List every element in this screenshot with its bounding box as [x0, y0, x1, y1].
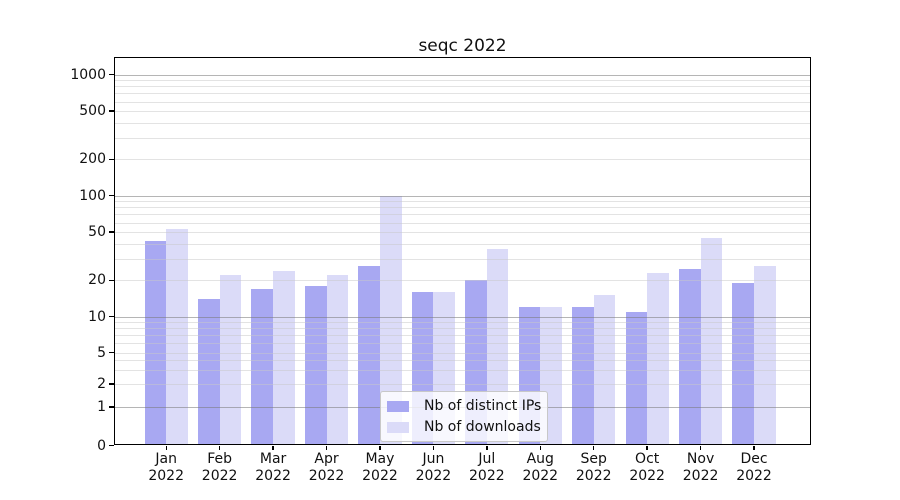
bar-distinct-ips [198, 299, 220, 446]
gridline-minor [115, 258, 810, 260]
legend: Nb of distinct IPs Nb of downloads [380, 391, 548, 442]
gridline-minor [115, 86, 810, 88]
x-axis-tick [539, 445, 541, 450]
gridline-minor [115, 322, 810, 324]
x-axis-tick [432, 445, 435, 450]
bar-distinct-ips [251, 288, 274, 446]
y-axis-tick [109, 316, 114, 318]
x-axis-tick [646, 445, 648, 450]
gridline-minor [115, 207, 810, 209]
y-axis-tick-label: 5 [97, 344, 106, 361]
gridline-minor [115, 111, 810, 113]
gridline-minor [115, 159, 810, 161]
gridline-minor [115, 328, 810, 330]
x-axis-tick-label: Aug 2022 [522, 451, 559, 484]
x-axis-tick-label: Mar 2022 [255, 451, 291, 484]
y-axis-tick-label: 20 [88, 272, 106, 289]
x-axis-tick [699, 445, 702, 450]
chart-title: seqc 2022 [418, 36, 507, 56]
gridline-major [115, 316, 810, 318]
y-axis-tick [109, 231, 114, 233]
y-axis-tick [109, 351, 114, 354]
bar-downloads [273, 270, 295, 446]
y-axis-tick-label: 1000 [70, 66, 106, 83]
bar-distinct-ips [679, 268, 701, 446]
gridline-major [115, 195, 810, 197]
x-axis-tick [593, 445, 595, 450]
legend-swatch-downloads-icon [387, 421, 409, 433]
x-axis-tick-label: Apr 2022 [308, 451, 345, 484]
y-axis-tick-label: 200 [79, 151, 106, 168]
y-axis-tick [109, 279, 114, 281]
gridline-minor [115, 137, 810, 139]
x-axis-tick [325, 445, 328, 450]
x-axis-tick-label: Oct 2022 [629, 451, 665, 484]
x-axis-tick [753, 445, 755, 450]
gridline-minor [115, 352, 810, 354]
gridline-minor [115, 343, 810, 345]
bar-distinct-ips [732, 282, 755, 446]
gridline-minor [115, 80, 810, 82]
y-axis-tick-label: 0 [97, 437, 106, 454]
gridline-minor [115, 214, 810, 216]
y-axis-tick [109, 195, 114, 197]
y-axis-tick [109, 74, 114, 76]
x-axis-tick [165, 445, 167, 450]
gridline-minor [115, 335, 810, 337]
x-axis-tick-label: Sep 2022 [575, 451, 612, 484]
x-axis-tick-label: Feb 2022 [201, 451, 238, 484]
gridline-minor [115, 122, 810, 124]
gridline-major [115, 74, 810, 76]
bar-downloads [700, 237, 723, 446]
bar-downloads [379, 195, 402, 446]
gridline-minor [115, 93, 810, 95]
x-axis-tick-label: Nov 2022 [682, 451, 719, 484]
bar-distinct-ips [572, 307, 594, 446]
gridline-minor [115, 280, 810, 282]
gridline-minor [115, 101, 810, 103]
x-axis-tick [218, 445, 221, 450]
bar-downloads [754, 266, 776, 446]
gridline-minor [115, 384, 810, 385]
y-axis-tick-label: 2 [97, 376, 106, 392]
x-axis-tick-label: May 2022 [362, 451, 398, 484]
bar-distinct-ips [358, 266, 380, 446]
gridline-minor [115, 201, 810, 203]
gridline-minor [115, 370, 810, 372]
y-axis-tick-label: 500 [79, 103, 106, 120]
y-axis-tick [109, 444, 114, 447]
y-axis-tick-label: 100 [79, 187, 106, 204]
bar-downloads [166, 229, 188, 446]
y-axis-tick [109, 406, 114, 408]
legend-label: Nb of downloads [424, 419, 541, 435]
x-axis-tick-label: Jun 2022 [415, 451, 452, 484]
x-axis-tick-label: Dec 2022 [736, 451, 772, 484]
x-axis-tick [379, 445, 381, 450]
bar-downloads [647, 272, 669, 446]
gridline-minor [115, 222, 810, 224]
gridline-minor [115, 243, 810, 245]
legend-item-distinct-ips: Nb of distinct IPs [387, 398, 541, 414]
legend-label: Nb of distinct IPs [424, 398, 542, 414]
gridline-minor [115, 360, 810, 362]
x-axis-tick-label: Jul 2022 [469, 451, 505, 484]
x-axis-tick [486, 445, 488, 450]
y-axis-tick [109, 110, 114, 112]
legend-item-downloads: Nb of downloads [387, 419, 541, 435]
bar-distinct-ips [304, 285, 327, 446]
x-axis-tick-label: Jan 2022 [148, 451, 184, 484]
y-axis-tick-label: 10 [88, 308, 106, 325]
gridline-minor [115, 232, 810, 234]
bar-distinct-ips [625, 311, 648, 446]
y-axis-tick [109, 383, 114, 385]
y-axis-tick [109, 158, 114, 160]
y-axis-tick-label: 50 [88, 224, 106, 241]
legend-swatch-distinct-ips-icon [387, 400, 409, 412]
x-axis-tick [272, 445, 274, 450]
y-axis-tick-label: 1 [97, 399, 106, 415]
